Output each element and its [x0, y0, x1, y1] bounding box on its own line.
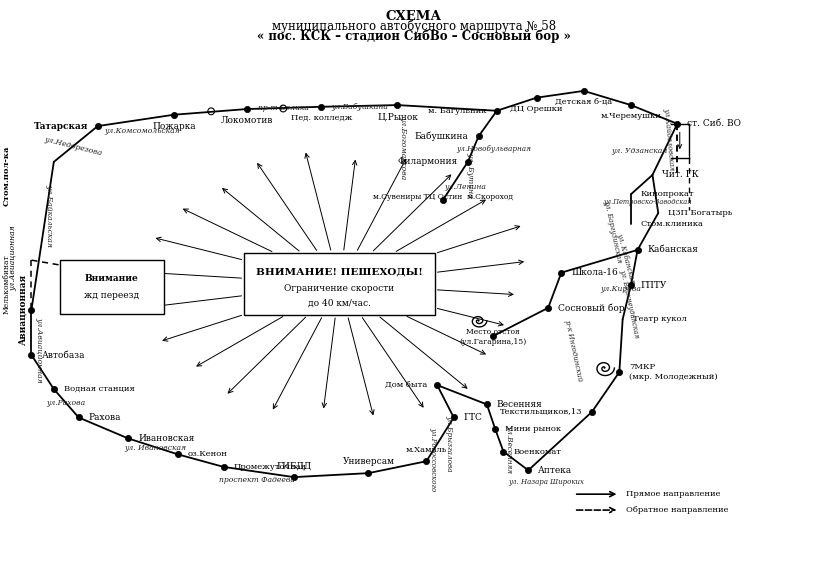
Text: Школа-16: Школа-16	[571, 268, 617, 277]
Text: оз.Кенон: оз.Кенон	[188, 450, 227, 458]
Text: Обратное направление: Обратное направление	[625, 506, 728, 514]
Text: ул. Бутина: ул. Бутина	[466, 152, 474, 198]
Text: ул.Ленина: ул.Ленина	[444, 183, 485, 191]
Text: ул.Рокоссовского: ул.Рокоссовского	[428, 427, 437, 491]
Text: ул.Кайдаловская: ул.Кайдаловская	[662, 107, 675, 171]
Text: ул. Кабанская: ул. Кабанская	[614, 232, 636, 285]
FancyBboxPatch shape	[60, 260, 163, 314]
Text: Промежуточная: Промежуточная	[233, 463, 306, 471]
Text: Чит. ГК: Чит. ГК	[662, 170, 698, 179]
Text: ул.Байкальская: ул.Байкальская	[45, 185, 54, 247]
Text: 7МКР
(мкр. Молодежный): 7МКР (мкр. Молодежный)	[629, 364, 717, 381]
Text: ул. Удзанская: ул. Удзанская	[610, 147, 667, 154]
Text: м. Багульник: м. Багульник	[428, 107, 486, 115]
Text: р-к Ингодинский: р-к Ингодинский	[562, 320, 584, 382]
Text: ул.Новобульварная: ул.Новобульварная	[456, 145, 530, 153]
Text: ул.Бабушкина: ул.Бабушкина	[332, 103, 388, 111]
Text: Мини рынок: Мини рынок	[504, 425, 561, 433]
Text: Пожарка: Пожарка	[152, 122, 195, 131]
Text: ул.Петровско-Заводская: ул.Петровско-Заводская	[602, 198, 691, 206]
FancyBboxPatch shape	[244, 253, 434, 315]
Text: жд переезд: жд переезд	[84, 291, 139, 300]
Text: ГПТУ: ГПТУ	[640, 281, 667, 290]
Text: Внимание: Внимание	[85, 274, 138, 283]
Text: м.Хамаль: м.Хамаль	[405, 446, 447, 454]
Text: ул.Недорезова: ул.Недорезова	[43, 136, 103, 157]
Text: Бабушкина: Бабушкина	[414, 132, 468, 141]
Text: проспект Фадеева: проспект Фадеева	[218, 476, 294, 484]
Text: Филармония: Филармония	[397, 157, 457, 166]
Text: ВНИМАНИЕ! ПЕШЕХОДЫ!: ВНИМАНИЕ! ПЕШЕХОДЫ!	[256, 267, 423, 276]
Text: Локомотив: Локомотив	[220, 116, 273, 126]
Text: Прямое направление: Прямое направление	[625, 490, 719, 498]
Text: ГИБДД: ГИБДД	[276, 461, 311, 470]
Text: муниципального автобусного маршрута № 58: муниципального автобусного маршрута № 58	[271, 20, 556, 34]
Text: ГТС: ГТС	[463, 413, 482, 422]
Text: Детская б-ца: Детская б-ца	[555, 98, 611, 106]
Text: ул.Весенняя: ул.Весенняя	[504, 425, 513, 473]
Text: Ивановская: Ивановская	[138, 434, 194, 443]
Text: ул.Комсомольская: ул.Комсомольская	[104, 127, 180, 135]
Text: Авиационная: Авиационная	[18, 274, 27, 345]
Text: Мелькомбинат: Мелькомбинат	[2, 254, 11, 314]
Text: ул.Брызгалова: ул.Брызгалова	[445, 415, 453, 471]
Text: м.Сувениры ТЦ Остин  м.Скороход: м.Сувениры ТЦ Остин м.Скороход	[372, 193, 513, 201]
Text: Военкомат: Военкомат	[513, 448, 561, 456]
Text: до 40 км/час.: до 40 км/час.	[308, 299, 370, 308]
Text: Пед. колледж: Пед. колледж	[290, 114, 351, 122]
Text: Дом быта: Дом быта	[385, 381, 427, 389]
Text: СХЕМА: СХЕМА	[385, 10, 442, 23]
Text: Стом.клиника: Стом.клиника	[640, 220, 703, 228]
Text: ул. Ивановская: ул. Ивановская	[125, 444, 186, 452]
Text: Стом.пол-ка: Стом.пол-ка	[2, 146, 11, 206]
Text: ул.Рахова: ул.Рахова	[46, 399, 86, 407]
Text: ст. Сиб. ВО: ст. Сиб. ВО	[686, 119, 740, 128]
Text: Татарская: Татарская	[33, 122, 88, 131]
Text: ЦЗП Богатырь: ЦЗП Богатырь	[667, 209, 732, 217]
Text: пр-т Белика: пр-т Белика	[257, 104, 308, 112]
Text: ул.Авиационная: ул.Авиационная	[9, 225, 17, 291]
Text: Ц.Рынок: Ц.Рынок	[376, 112, 418, 122]
Text: м.Черемушки: м.Черемушки	[600, 112, 661, 120]
Text: ул.Богомагкова: ул.Богомагкова	[399, 116, 407, 179]
Text: Аптека: Аптека	[538, 466, 571, 475]
Text: Кинопрокат: Кинопрокат	[640, 190, 694, 198]
Text: ул.Авиационная: ул.Авиационная	[36, 316, 44, 382]
Text: ул. Баргузинская: ул. Баргузинская	[601, 199, 623, 264]
Text: ул.Кирова: ул.Кирова	[600, 285, 641, 293]
Text: Текстильщиков,13: Текстильщиков,13	[499, 408, 581, 416]
Text: Рахова: Рахова	[88, 413, 121, 422]
Text: Автобаза: Автобаза	[41, 350, 85, 360]
Text: ул. Назара Широких: ул. Назара Широких	[508, 478, 584, 486]
Text: ДЦ Орешки: ДЦ Орешки	[509, 105, 562, 112]
Text: Ограничение скорости: Ограничение скорости	[284, 284, 394, 293]
Text: Кабанская: Кабанская	[647, 245, 697, 254]
Text: Весенняя: Весенняя	[496, 400, 542, 409]
Text: Театр кукол: Театр кукол	[632, 315, 686, 323]
Text: Универсам: Универсам	[342, 457, 394, 466]
Text: Сосновый бор: Сосновый бор	[557, 303, 624, 312]
Text: « пос. КСК – стадион СибВо – Сосновый бор »: « пос. КСК – стадион СибВо – Сосновый бо…	[256, 30, 571, 43]
Text: Место отстоя
(ул.Гагарина,15): Место отстоя (ул.Гагарина,15)	[458, 328, 526, 345]
Text: Водная станция: Водная станция	[64, 385, 134, 393]
Text: ул. Верхнеудинская: ул. Верхнеудинская	[617, 269, 640, 339]
